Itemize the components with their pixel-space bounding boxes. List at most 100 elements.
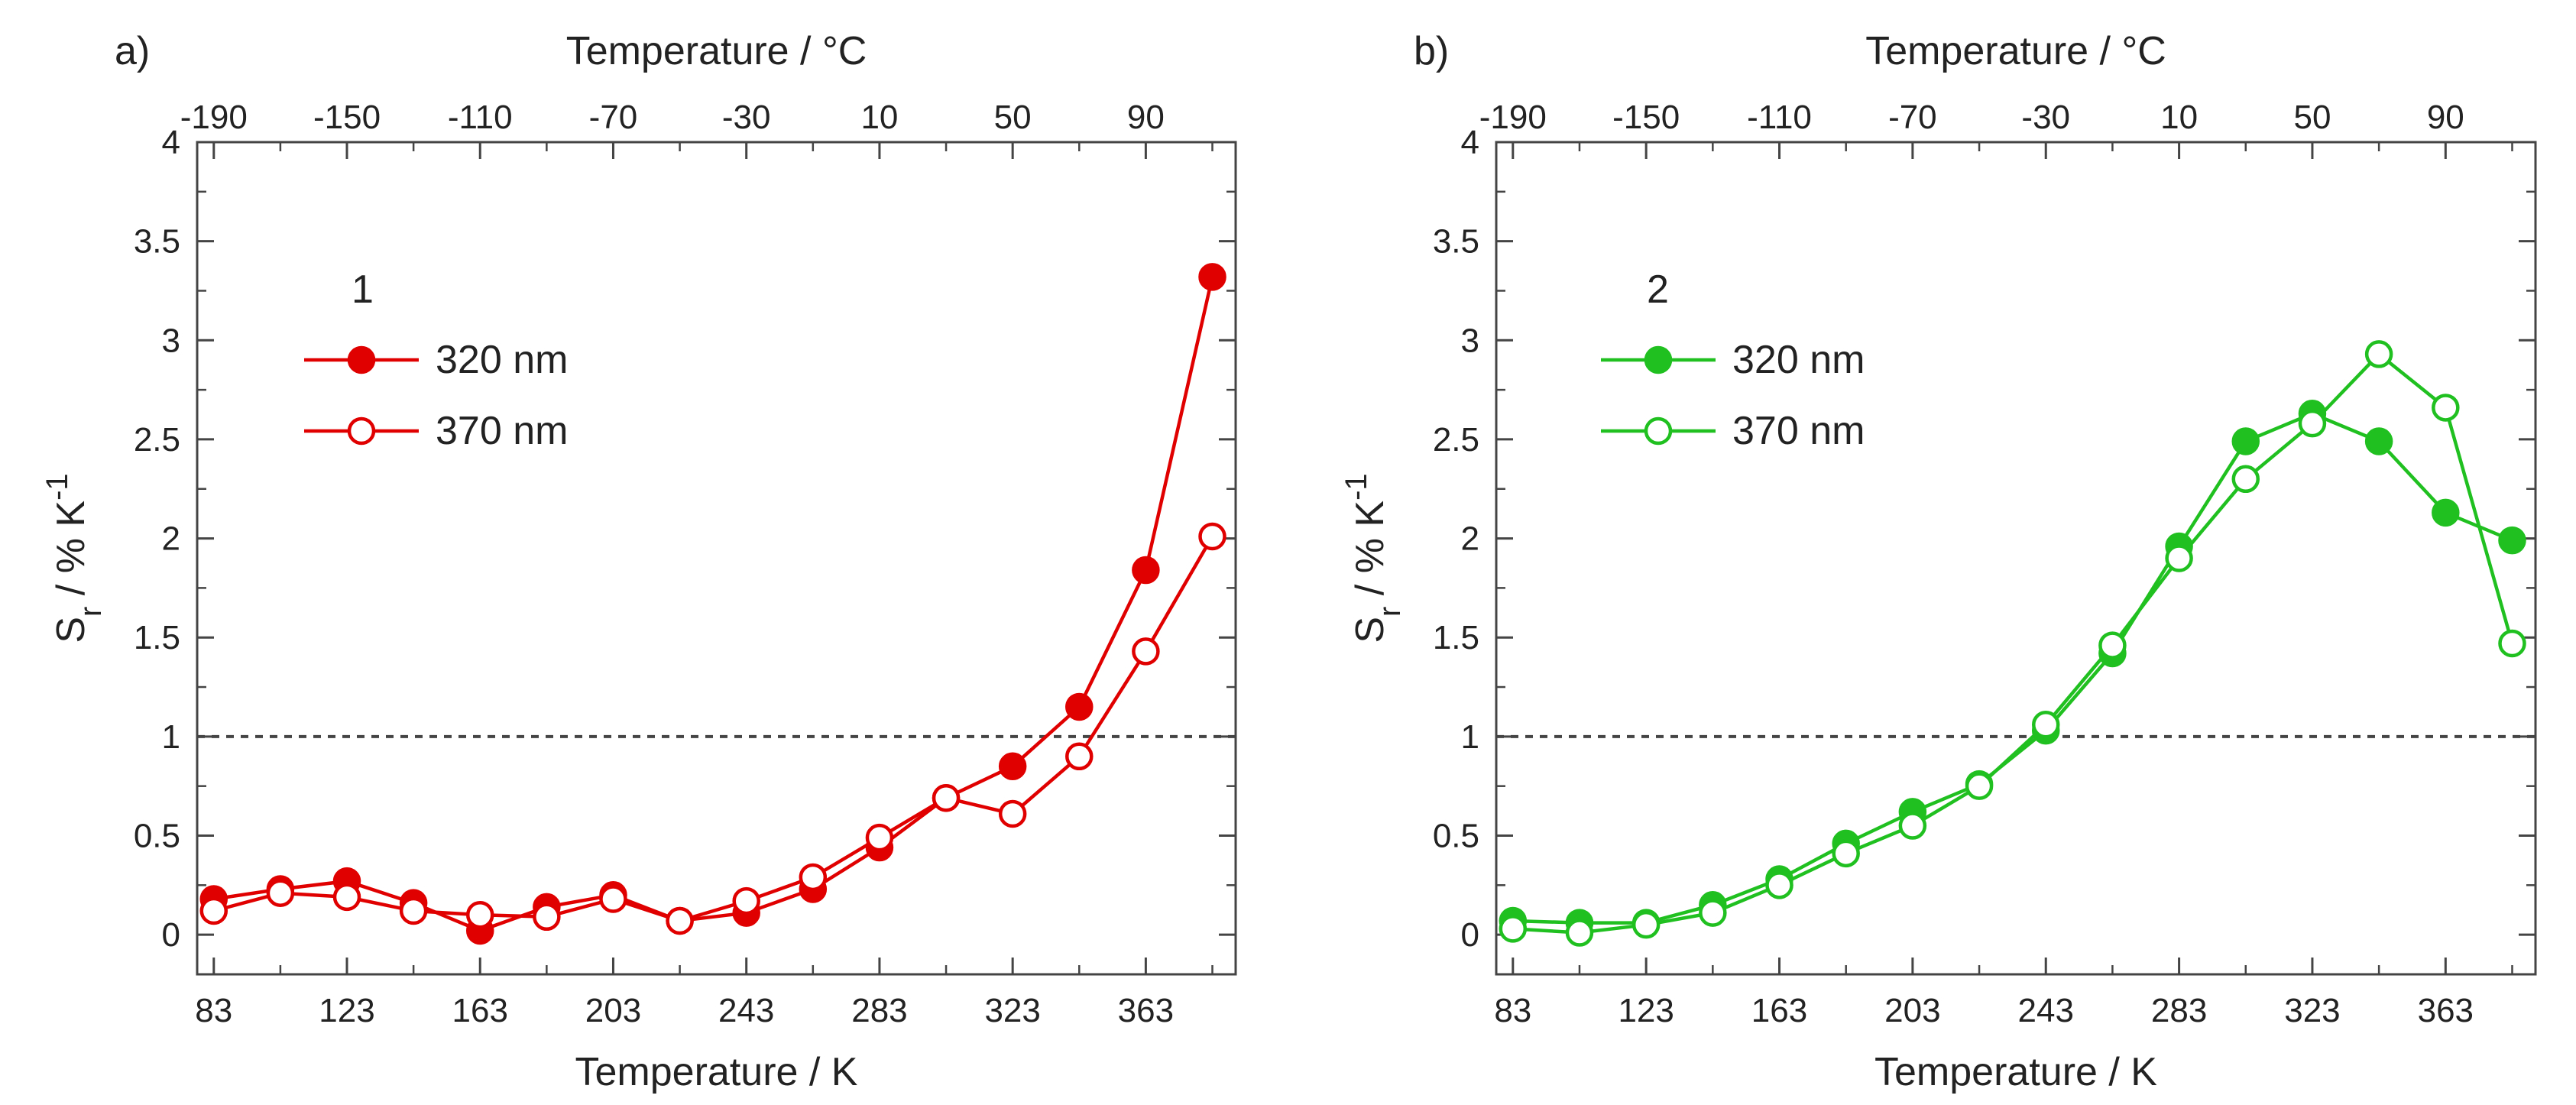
series-line <box>213 535 1214 923</box>
legend-item: 320 nm <box>304 338 568 382</box>
x2-tick-label: -30 <box>722 99 771 136</box>
data-point <box>1765 871 1793 899</box>
y-title-sup: -1 <box>1340 473 1373 501</box>
data-point <box>1898 812 1927 840</box>
data-point <box>2498 526 2526 555</box>
x-tick-label: 203 <box>1884 992 1940 1029</box>
series-320-nm <box>1499 399 2526 937</box>
legend-marker <box>1644 416 1673 446</box>
data-point <box>1631 910 1661 939</box>
legend-label: 370 nm <box>436 409 568 453</box>
x2-tick-label: 50 <box>994 99 1032 136</box>
data-point <box>2165 544 2193 572</box>
x-axis-title: Temperature / K <box>575 1050 858 1094</box>
data-point <box>2364 340 2393 368</box>
x2-tick-label: 10 <box>860 99 898 136</box>
data-point <box>732 886 760 915</box>
x-tick-label: 203 <box>585 992 641 1029</box>
data-point <box>266 879 295 907</box>
x2-tick-label: 10 <box>2160 99 2198 136</box>
x-tick-label: 83 <box>195 992 232 1029</box>
data-point <box>399 896 428 925</box>
x2-tick-label: -110 <box>448 99 513 136</box>
x2-tick-label: -190 <box>1479 99 1547 136</box>
y-tick-label: 0 <box>162 916 180 954</box>
data-point <box>1198 263 1226 291</box>
panel-label: a) <box>115 29 150 73</box>
plot-frame <box>1495 141 2537 976</box>
panel-label: b) <box>1414 29 1449 73</box>
y-tick-label: 3 <box>162 322 180 359</box>
y-axis-title: Sr / % K-1 <box>1340 473 1407 643</box>
data-point <box>2098 631 2127 659</box>
x2-tick-label: 90 <box>1127 99 1165 136</box>
y-tick-label: 1.5 <box>1433 619 1479 656</box>
data-point <box>799 863 828 892</box>
data-point <box>599 885 627 913</box>
y-tick-label: 3 <box>1461 322 1479 359</box>
x-tick-label: 323 <box>984 992 1040 1029</box>
data-point <box>2432 394 2460 422</box>
x-tick-label: 163 <box>452 992 508 1029</box>
x-axis-title: Temperature / K <box>1874 1050 2157 1094</box>
x-tick-label: 283 <box>851 992 907 1029</box>
plot-frame <box>196 141 1237 976</box>
data-point <box>1499 915 1528 943</box>
compound-label: 2 <box>1647 267 1669 312</box>
data-point <box>998 752 1027 780</box>
legend-label: 320 nm <box>436 338 568 382</box>
legend-marker <box>347 345 376 374</box>
legend-item: 320 nm <box>1601 338 1865 382</box>
data-point <box>332 883 361 912</box>
data-point <box>1198 522 1226 551</box>
y-tick-label: 2 <box>162 520 180 558</box>
x2-tick-label: -110 <box>1747 99 1812 136</box>
data-point <box>1065 692 1094 721</box>
y-title-sub: r <box>74 607 108 617</box>
data-point <box>666 906 694 935</box>
legend-item: 370 nm <box>1601 409 1865 453</box>
y-tick-label: 1.5 <box>134 619 180 656</box>
x-tick-label: 163 <box>1751 992 1807 1029</box>
y-tick-label: 3.5 <box>134 223 180 261</box>
y-title-main: S <box>49 617 93 643</box>
x2-tick-label: -30 <box>2021 99 2070 136</box>
data-point <box>2231 465 2260 494</box>
data-point <box>1565 919 1594 947</box>
compound-label: 1 <box>352 267 374 312</box>
data-point <box>2364 427 2393 455</box>
x-tick-label: 123 <box>1618 992 1674 1029</box>
data-point <box>2031 711 2060 739</box>
data-point <box>2298 409 2327 438</box>
y-title-rest: / % K <box>1348 501 1392 607</box>
y-axis-title: Sr / % K-1 <box>41 473 108 643</box>
y-tick-label: 0.5 <box>134 818 180 855</box>
panel-a: 83 123 163 203 243 283 323 363-190 -150 -110 -70 -3… <box>41 29 1237 1094</box>
legend-label: 370 nm <box>1732 409 1865 453</box>
y-tick-label: 2 <box>1461 520 1479 558</box>
y-tick-label: 1 <box>1461 718 1479 756</box>
series-370-nm <box>199 522 1226 935</box>
panel-b: 83 123 163 203 243 283 323 363-190 -150 -110 -70 -3… <box>1340 29 2537 1094</box>
data-point <box>865 823 894 852</box>
x2-tick-label: -150 <box>313 99 381 136</box>
data-point <box>2231 427 2260 455</box>
x2-axis-title: Temperature / °C <box>566 29 867 73</box>
x2-tick-label: -70 <box>589 99 638 136</box>
x2-tick-label: 50 <box>2293 99 2331 136</box>
data-point <box>1832 839 1860 868</box>
series-line <box>1512 411 2513 925</box>
y-tick-label: 0 <box>1461 916 1479 954</box>
data-point <box>1132 637 1160 666</box>
x-tick-label: 243 <box>718 992 774 1029</box>
y-tick-label: 0.5 <box>1433 818 1479 855</box>
x2-tick-label: -190 <box>180 99 248 136</box>
data-point <box>1132 556 1160 585</box>
x2-tick-label: -70 <box>1888 99 1937 136</box>
legend-marker <box>1644 345 1673 374</box>
data-point <box>2432 498 2460 527</box>
y-tick-label: 2.5 <box>1433 421 1479 459</box>
y-tick-label: 4 <box>1461 124 1479 161</box>
data-point <box>1699 899 1727 927</box>
